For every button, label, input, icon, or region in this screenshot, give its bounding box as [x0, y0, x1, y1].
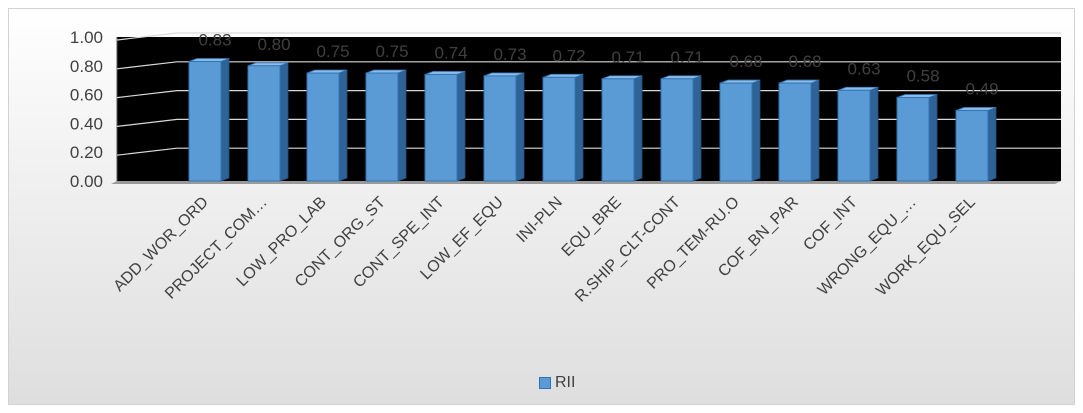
y-tick-label: 1.00	[70, 28, 103, 47]
x-tick-label: R.SHIP_CLT-CONT	[572, 194, 684, 306]
bar	[660, 78, 694, 182]
data-label: 0.68	[788, 52, 821, 71]
data-label: 0.75	[375, 42, 408, 61]
bar-side	[279, 62, 289, 182]
bar	[837, 89, 871, 182]
data-label: 0.74	[434, 43, 467, 62]
data-label: 0.73	[493, 45, 526, 64]
legend-label-rii: RII	[555, 374, 576, 391]
chart-area: 0.00 0.20 0.40 0.60 0.80 1.00 0.83 0.80 0.75 0.75…	[8, 8, 1075, 405]
bar	[955, 109, 989, 182]
bar-side	[633, 75, 643, 182]
chart-plot: 0.00 0.20 0.40 0.60 0.80 1.00 0.83 0.80 0.75 0.75…	[70, 28, 1061, 306]
data-label: 0.72	[552, 46, 585, 65]
data-label: 0.58	[906, 66, 939, 85]
gridline	[116, 118, 1061, 127]
data-label: 0.80	[257, 35, 290, 54]
bar	[483, 75, 517, 182]
y-tick-label: 0.00	[70, 172, 103, 191]
bar	[778, 82, 812, 182]
y-tick-label: 0.40	[70, 114, 103, 133]
bar-side	[456, 70, 466, 182]
data-label: 0.71	[670, 48, 703, 67]
x-tick-label: WRONG_EQU_…	[815, 194, 920, 299]
data-label: 0.49	[965, 79, 998, 98]
bar	[601, 78, 635, 182]
bar-side	[574, 73, 584, 182]
legend-swatch-rii	[539, 377, 551, 389]
bar-side	[338, 69, 348, 182]
x-tick-label: PROJECT_COM…	[162, 194, 271, 303]
bar	[247, 65, 281, 182]
bar-side	[515, 72, 525, 182]
y-tick-label: 0.60	[70, 86, 103, 105]
bar	[542, 76, 576, 182]
bar-side	[928, 93, 938, 182]
bar	[365, 72, 399, 182]
x-tick-label: COF_INT	[800, 194, 861, 255]
data-label: 0.71	[611, 48, 644, 67]
bar	[896, 96, 930, 182]
x-tick-label: INI-PLN	[514, 194, 566, 246]
bar-side	[751, 79, 761, 182]
data-label: 0.63	[847, 59, 880, 78]
bar-side	[692, 75, 702, 182]
gridline	[116, 89, 1061, 99]
legend: RII	[539, 373, 575, 393]
gridline	[116, 32, 1061, 41]
y-tick-label: 0.20	[70, 143, 103, 162]
bar	[306, 72, 340, 182]
plot-floor	[111, 181, 1061, 184]
bar	[424, 73, 458, 182]
bar-side	[220, 57, 230, 182]
plot-background	[117, 37, 1061, 181]
bar-side	[987, 106, 997, 182]
data-label: 0.83	[198, 30, 231, 49]
y-tick-label: 0.80	[70, 57, 103, 76]
x-tick-label: WORK_EQU_SEL	[873, 194, 979, 300]
gridline	[116, 147, 1061, 156]
data-label: 0.75	[316, 42, 349, 61]
bar-side	[397, 69, 407, 182]
bar	[188, 60, 222, 182]
gridline	[116, 61, 1061, 70]
bar	[719, 82, 753, 182]
data-label: 0.68	[729, 52, 762, 71]
bar-side	[810, 79, 820, 182]
bar-side	[869, 86, 879, 182]
